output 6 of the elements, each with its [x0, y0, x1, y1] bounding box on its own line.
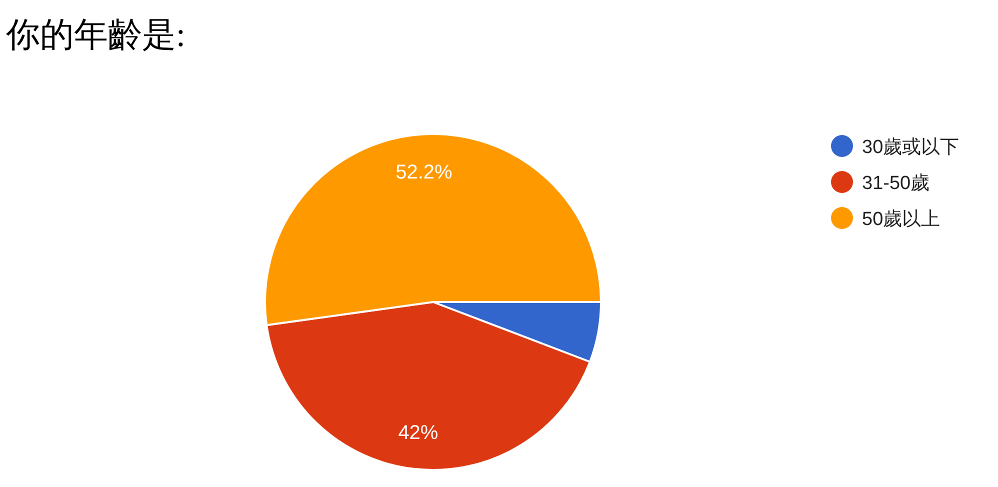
legend-label: 50歲以上 [862, 209, 940, 230]
data-label: 52.2% [396, 161, 453, 184]
chart-title: 你的年齡是: [5, 17, 186, 54]
legend-label: 30歲或以下 [862, 137, 960, 158]
data-label: 42% [398, 422, 438, 444]
legend-label: 31-50歲 [862, 173, 930, 194]
